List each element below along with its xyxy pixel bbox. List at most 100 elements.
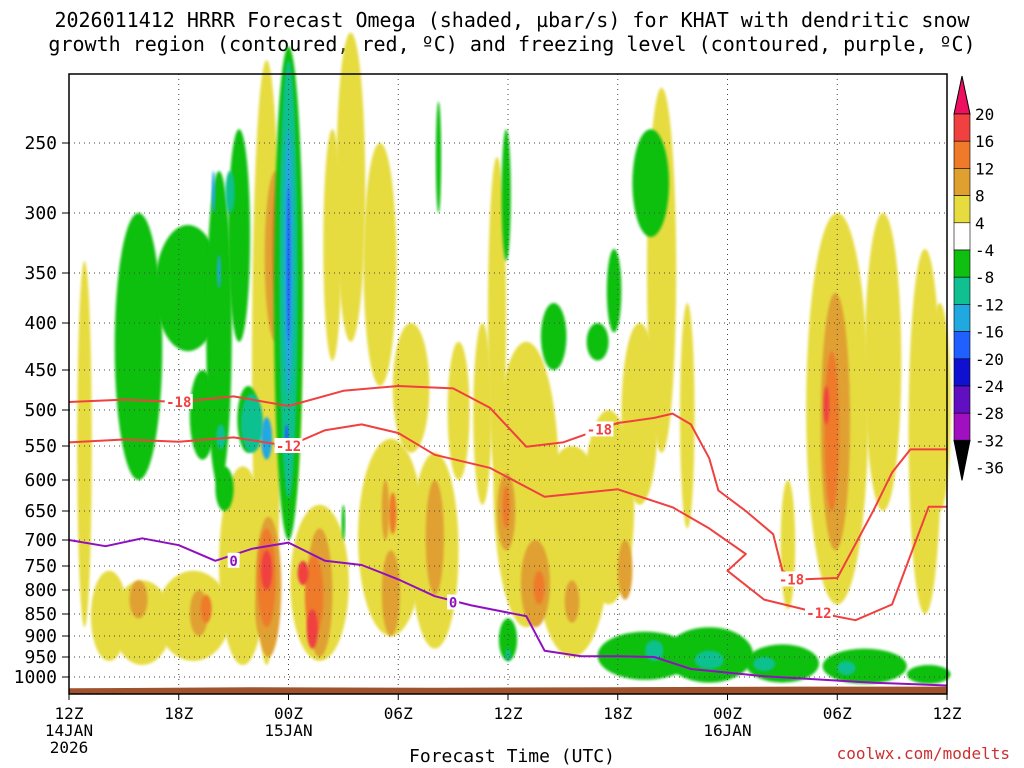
colorbar-segment <box>953 412 971 441</box>
dgz-minus12-label: -12 <box>276 439 301 455</box>
omega-region <box>680 303 695 529</box>
omega-region <box>200 594 212 623</box>
omega-region <box>533 570 545 605</box>
omega-region <box>216 424 226 450</box>
omega-region <box>928 303 951 511</box>
omega-region <box>358 438 424 636</box>
x-tick-label: 00Z <box>274 704 303 723</box>
x-axis-label: Forecast Time (UTC) <box>409 746 615 767</box>
x-tick-label: 18Z <box>164 704 193 723</box>
omega-region <box>694 650 724 670</box>
freezing-level-label: 0 <box>449 595 457 611</box>
freezing-level-contour <box>68 537 948 687</box>
y-tick-label: 1000 <box>14 667 57 688</box>
omega-region <box>261 417 273 460</box>
colorbar-label: -12 <box>975 295 1004 314</box>
y-tick-label: 850 <box>24 604 57 625</box>
omega-region <box>564 580 580 623</box>
omega-region <box>745 644 820 683</box>
ground-surface <box>69 686 947 694</box>
omega-region <box>823 386 829 425</box>
omega-region <box>906 665 951 684</box>
colorbar-label: 12 <box>975 159 994 178</box>
colorbar-segment <box>953 113 971 142</box>
colorbar-segment <box>953 385 971 414</box>
omega-region <box>501 129 511 261</box>
colorbar-label: -28 <box>975 404 1004 423</box>
omega-region <box>502 486 510 529</box>
dgz-minus18-label: -18 <box>587 422 612 438</box>
chart-title-line2: growth region (contoured, red, ºC) and f… <box>48 32 976 56</box>
x-tick-label: 18Z <box>603 704 632 723</box>
y-tick-label: 500 <box>24 400 57 421</box>
x-tick-label: 12Z <box>55 704 84 723</box>
y-tick-label: 550 <box>24 436 57 457</box>
colorbar-label: -32 <box>975 431 1004 450</box>
colorbar-label: 4 <box>975 214 985 233</box>
x-tick-label: 14JAN <box>45 721 93 740</box>
omega-region <box>215 466 234 512</box>
omega-region <box>540 303 567 370</box>
colorbar-segment <box>953 358 971 387</box>
omega-region <box>864 213 902 511</box>
dgz-minus12-label-bg <box>804 605 833 621</box>
y-tick-label: 250 <box>24 133 57 154</box>
colorbar-label: -4 <box>975 241 994 260</box>
dgz-minus18-label-bg <box>777 571 806 587</box>
omega-region <box>286 185 291 342</box>
colorbar-label: 16 <box>975 132 994 151</box>
omega-region <box>447 341 470 480</box>
colorbar-segment <box>953 222 971 251</box>
x-tick-label: 06Z <box>384 704 413 723</box>
y-tick-label: 700 <box>24 530 57 551</box>
y-tick-label: 900 <box>24 626 57 647</box>
colorbar-segment <box>953 140 971 169</box>
omega-region <box>425 480 444 595</box>
omega-region <box>645 640 664 661</box>
freezing-level-label-bg <box>227 552 240 568</box>
omega-region <box>341 504 346 540</box>
omega-region <box>211 171 216 213</box>
omega-region <box>392 323 430 453</box>
omega-region <box>632 129 669 238</box>
y-tick-label: 750 <box>24 556 57 577</box>
credit-text: coolwx.com/modelts <box>836 744 1010 763</box>
omega-region <box>363 143 397 386</box>
x-tick-label: 00Z <box>713 704 742 723</box>
omega-region <box>780 479 796 610</box>
omega-region <box>225 171 235 213</box>
y-tick-label: 650 <box>24 501 57 522</box>
freezing-level-label-bg <box>447 594 460 610</box>
omega-region <box>155 225 221 352</box>
omega-region <box>306 609 318 649</box>
colorbar-label: -8 <box>975 268 994 287</box>
omega-region <box>336 32 366 342</box>
omega-region <box>617 540 633 600</box>
dgz-minus18-label-bg <box>585 421 614 437</box>
colorbar-label: 8 <box>975 187 985 206</box>
omega-region <box>77 261 92 628</box>
colorbar-segment <box>953 195 971 224</box>
colorbar-label: -36 <box>975 459 1004 478</box>
omega-region <box>217 255 221 288</box>
x-tick-label: 06Z <box>823 704 852 723</box>
omega-region <box>473 323 492 505</box>
y-tick-label: 600 <box>24 470 57 491</box>
omega-region <box>114 213 163 480</box>
freezing-level-label: 0 <box>229 554 237 570</box>
colorbar-label: -20 <box>975 350 1004 369</box>
dgz-minus12-contour <box>68 423 947 622</box>
colorbar-segment <box>953 168 971 196</box>
colorbar-segment <box>953 304 971 332</box>
omega-region <box>240 394 263 453</box>
omega-region <box>381 550 400 636</box>
omega-region <box>824 351 840 511</box>
x-tick-label: 12Z <box>933 704 962 723</box>
omega-region <box>837 661 856 675</box>
omega-region <box>129 580 148 619</box>
omega-region <box>586 323 609 361</box>
dgz-minus18-label: -18 <box>779 572 804 588</box>
colorbar-segment <box>953 331 971 360</box>
omega-region <box>297 560 309 586</box>
